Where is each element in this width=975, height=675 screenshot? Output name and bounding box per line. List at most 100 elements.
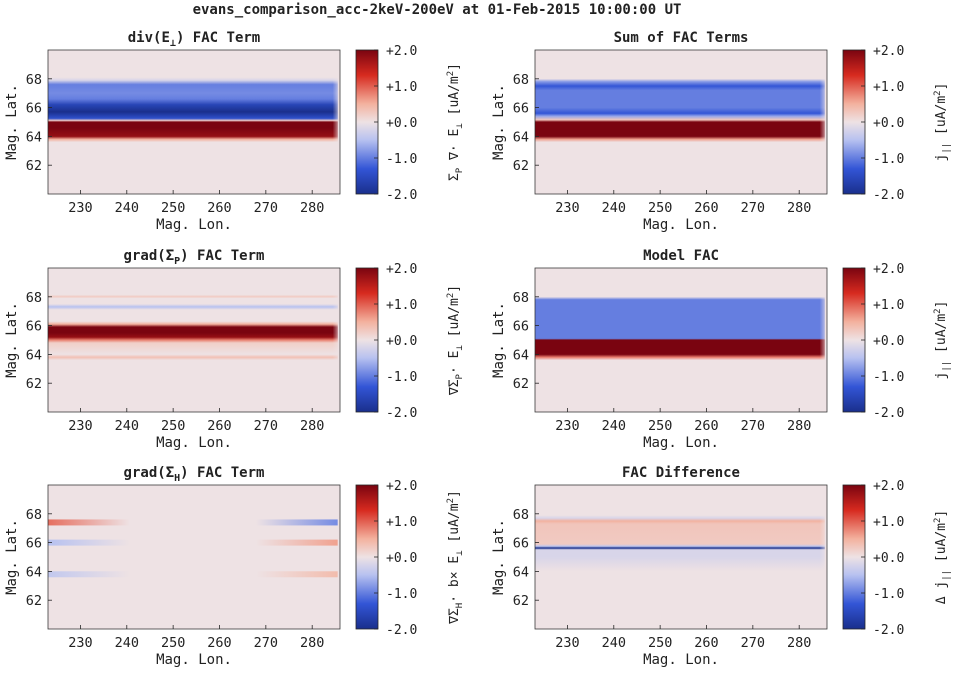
x-tick-label: 240 — [115, 200, 139, 216]
colorbar-tick-label: -1.0 — [873, 152, 904, 167]
x-tick-label: 260 — [207, 200, 231, 216]
heatmap-edge — [332, 268, 338, 412]
y-tick-label: 62 — [513, 376, 529, 392]
colorbar-tick-label: +1.0 — [873, 80, 904, 95]
y-tick-label: 64 — [26, 347, 42, 363]
colorbar-tick-label: -1.0 — [386, 370, 417, 385]
heatmap-feature — [48, 539, 130, 546]
colorbar-tick-label: +0.0 — [873, 334, 904, 349]
y-tick-label: 62 — [26, 376, 42, 392]
x-tick-label: 280 — [300, 418, 324, 434]
heatmap-edge — [819, 50, 825, 194]
y-tick-label: 66 — [26, 319, 42, 335]
heatmap-edge — [332, 50, 338, 194]
x-tick-label: 260 — [207, 418, 231, 434]
x-tick-label: 240 — [602, 635, 626, 651]
x-tick-label: 260 — [694, 635, 718, 651]
heatmap-bands — [535, 485, 825, 629]
x-tick-label: 270 — [254, 635, 278, 651]
x-tick-label: 230 — [68, 635, 92, 651]
colorbar-tick-label: +2.0 — [386, 479, 417, 494]
y-tick-label: 62 — [26, 593, 42, 609]
colorbar-label: ∇ΣP· E⊥ [uA/m2] — [446, 285, 465, 396]
x-tick-label: 250 — [161, 200, 185, 216]
y-axis-label: Mag. Lat. — [4, 519, 20, 595]
panel-6: FAC Difference 62 64 66 68 230 240 250 260 270 280… — [491, 465, 952, 668]
colorbar-tick-label: +1.0 — [873, 298, 904, 313]
colorbar-tick-label: +0.0 — [386, 551, 417, 566]
colorbar-tick-label: +0.0 — [873, 116, 904, 131]
y-axis-label: Mag. Lat. — [4, 302, 20, 378]
panel-3: grad(ΣP) FAC Term 62 64 66 68 230 240 250 260 270… — [4, 248, 465, 451]
y-axis-label: Mag. Lat. — [491, 302, 507, 378]
colorbar-tick-label: -2.0 — [386, 623, 417, 638]
heatmap-edge — [819, 485, 825, 629]
x-axis-label: Mag. Lon. — [643, 652, 719, 668]
colorbar-label: j|| [uA/m2] — [933, 83, 952, 162]
heatmap-bands — [48, 50, 338, 194]
x-tick-label: 280 — [787, 418, 811, 434]
figure-title: evans_comparison_acc-2keV-200eV at 01-Fe… — [193, 2, 682, 18]
heatmap-feature — [48, 519, 130, 526]
colorbar-label: j|| [uA/m2] — [933, 301, 952, 380]
y-tick-label: 68 — [26, 290, 42, 306]
x-tick-label: 280 — [787, 635, 811, 651]
y-tick-label: 64 — [26, 129, 42, 145]
axes-frame — [534, 484, 828, 630]
colorbar-label: ∇ΣH· b× E⊥ [uA/m2] — [446, 490, 465, 625]
y-tick-label: 62 — [26, 158, 42, 174]
x-axis-label: Mag. Lon. — [643, 435, 719, 451]
panels: div(E⊥) FAC Term 62 64 66 68 230 240 250 260 270 2… — [4, 30, 952, 668]
x-tick-label: 270 — [254, 200, 278, 216]
y-tick-label: 68 — [26, 507, 42, 523]
heatmap-background — [48, 485, 340, 629]
colorbar-tick-label: +2.0 — [873, 479, 904, 494]
colorbar-tick-label: -1.0 — [386, 152, 417, 167]
x-tick-label: 260 — [694, 418, 718, 434]
x-tick-label: 270 — [741, 200, 765, 216]
colorbar-label: Δ j|| [uA/m2] — [933, 510, 952, 605]
colorbar-tick-label: -1.0 — [386, 587, 417, 602]
y-tick-label: 68 — [513, 507, 529, 523]
x-tick-label: 230 — [555, 635, 579, 651]
heatmap-feature — [255, 519, 338, 526]
x-tick-label: 230 — [555, 200, 579, 216]
y-tick-label: 66 — [513, 536, 529, 552]
x-tick-label: 280 — [300, 635, 324, 651]
colorbar-tick-label: +2.0 — [386, 262, 417, 277]
x-axis-label: Mag. Lon. — [156, 435, 232, 451]
colorbar-tick-label: -2.0 — [386, 406, 417, 421]
colorbar-tick-label: +2.0 — [386, 44, 417, 59]
x-tick-label: 230 — [68, 418, 92, 434]
heatmap-feature — [255, 571, 338, 578]
x-tick-label: 250 — [648, 635, 672, 651]
panel-title: grad(ΣP) FAC Term — [124, 248, 265, 267]
colorbar-tick-label: -1.0 — [873, 587, 904, 602]
x-tick-label: 280 — [787, 200, 811, 216]
axes-frame — [47, 484, 341, 630]
colorbar-tick-label: +0.0 — [873, 551, 904, 566]
axes-frame — [534, 267, 828, 413]
panel-4: Model FAC 62 64 66 68 230 240 250 260 270 280 Mag. … — [491, 248, 952, 451]
colorbar-tick-label: +2.0 — [873, 262, 904, 277]
y-axis-label: Mag. Lat. — [491, 84, 507, 160]
panel-2: Sum of FAC Terms 62 64 66 68 230 240 250 260 270 2… — [491, 30, 952, 233]
y-tick-label: 66 — [513, 101, 529, 117]
heatmap-edge — [819, 268, 825, 412]
panel-title: FAC Difference — [622, 465, 740, 481]
axes-frame — [534, 49, 828, 195]
colorbar-tick-label: +1.0 — [386, 298, 417, 313]
x-tick-label: 230 — [555, 418, 579, 434]
x-tick-label: 250 — [161, 418, 185, 434]
y-tick-label: 66 — [513, 319, 529, 335]
colorbar-tick-label: -2.0 — [873, 188, 904, 203]
heatmap-bands — [535, 50, 825, 194]
panel-1: div(E⊥) FAC Term 62 64 66 68 230 240 250 260 270 2… — [4, 30, 465, 233]
x-axis-label: Mag. Lon. — [643, 217, 719, 233]
y-tick-label: 62 — [513, 593, 529, 609]
colorbar-tick-label: -2.0 — [873, 406, 904, 421]
panel-title: grad(ΣH) FAC Term — [124, 465, 265, 484]
y-tick-label: 64 — [513, 564, 529, 580]
y-tick-label: 68 — [513, 290, 529, 306]
